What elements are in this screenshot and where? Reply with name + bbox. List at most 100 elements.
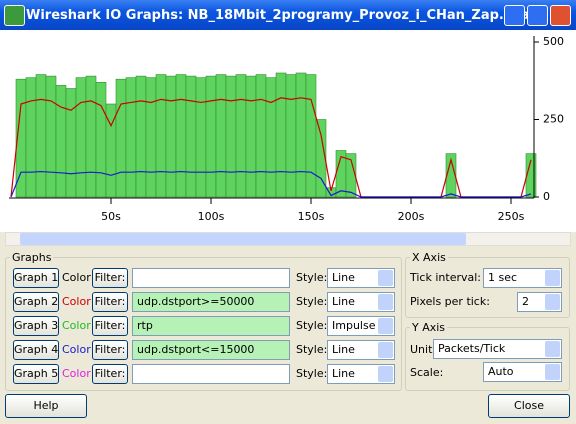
close-button[interactable]: Close xyxy=(488,394,570,418)
graphs-group xyxy=(5,257,402,391)
color-label[interactable]: Color xyxy=(62,295,91,308)
io-chart: 0 250 500 50s 100s 150s 200s 250s xyxy=(0,30,576,232)
impulse-bar xyxy=(135,75,147,198)
series-line xyxy=(10,97,532,198)
impulse-bar xyxy=(55,85,67,198)
pixels-select[interactable]: 2 xyxy=(517,292,562,312)
impulse-bar xyxy=(295,72,307,198)
graph-button[interactable]: Graph 4 xyxy=(13,340,59,360)
series-line xyxy=(10,170,532,198)
impulse-bar xyxy=(215,74,227,198)
tick-interval-select[interactable]: 1 sec xyxy=(483,268,562,288)
impulse-bar xyxy=(95,81,107,198)
dropdown-arrow[interactable] xyxy=(378,294,393,310)
style-select[interactable]: Line xyxy=(327,364,395,384)
field-label: Unit: xyxy=(410,343,437,356)
filter-field[interactable] xyxy=(132,268,290,288)
impulse-bar xyxy=(245,75,257,198)
impulse-bar xyxy=(445,153,457,198)
color-label[interactable]: Color xyxy=(62,367,91,380)
impulse-bar xyxy=(75,77,87,198)
impulse-bar xyxy=(115,78,127,198)
impulse-bar xyxy=(205,75,217,198)
x-tick-label: 200s xyxy=(398,210,425,223)
scroll-thumb[interactable] xyxy=(20,233,466,245)
graph-button[interactable]: Graph 1 xyxy=(13,268,59,288)
app-icon xyxy=(4,5,25,26)
filter-button[interactable]: Filter: xyxy=(92,268,128,288)
impulse-bar xyxy=(165,75,177,198)
style-select[interactable]: Line xyxy=(327,340,395,360)
impulse-bar xyxy=(525,153,537,198)
impulse-bar xyxy=(315,119,327,198)
filter-field[interactable] xyxy=(132,364,290,384)
maximize-button[interactable] xyxy=(527,5,548,26)
y-tick-label: 0 xyxy=(543,190,550,203)
impulse-bar xyxy=(35,74,47,198)
impulse-bar xyxy=(175,74,187,198)
field-label: Pixels per tick: xyxy=(410,295,490,308)
field-label: Tick interval: xyxy=(410,271,481,284)
group-title: Graphs xyxy=(10,251,54,264)
impulse-bar xyxy=(265,77,277,198)
style-label: Style: xyxy=(296,319,328,332)
minimize-button[interactable] xyxy=(504,5,525,26)
style-select[interactable]: Impulse xyxy=(327,316,395,336)
impulse-bar xyxy=(235,74,247,198)
impulse-bar xyxy=(195,77,207,198)
scale-select[interactable]: Auto xyxy=(483,362,562,382)
dropdown-arrow[interactable] xyxy=(545,270,560,286)
dropdown-arrow[interactable] xyxy=(378,342,393,358)
filter-button[interactable]: Filter: xyxy=(92,316,128,336)
x-tick-label: 150s xyxy=(298,210,325,223)
close-window-button[interactable] xyxy=(550,5,571,26)
impulse-bar xyxy=(45,75,57,198)
help-button[interactable]: Help xyxy=(5,394,87,418)
impulse-bar xyxy=(155,74,167,198)
dropdown-arrow[interactable] xyxy=(378,318,393,334)
color-label[interactable]: Color xyxy=(62,271,91,284)
style-select[interactable]: Line xyxy=(327,292,395,312)
dropdown-arrow[interactable] xyxy=(378,366,393,382)
impulse-bar xyxy=(285,74,297,198)
style-label: Style: xyxy=(296,271,328,284)
y-tick-label: 500 xyxy=(543,35,564,48)
field-label: Scale: xyxy=(410,366,444,379)
style-label: Style: xyxy=(296,343,328,356)
window-title: Wireshark IO Graphs: NB_18Mbit_2programy… xyxy=(26,8,539,23)
group-title: Y Axis xyxy=(410,321,448,334)
impulse-bar xyxy=(125,77,137,198)
graph-button[interactable]: Graph 3 xyxy=(13,316,59,336)
graph-button[interactable]: Graph 5 xyxy=(13,364,59,384)
style-label: Style: xyxy=(296,367,328,380)
x-tick-label: 50s xyxy=(101,210,121,223)
impulse-bar xyxy=(185,75,197,198)
color-label[interactable]: Color xyxy=(62,319,91,332)
impulse-bar xyxy=(255,74,267,198)
dropdown-arrow[interactable] xyxy=(378,270,393,286)
filter-field[interactable]: rtp xyxy=(132,316,290,336)
filter-button[interactable]: Filter: xyxy=(92,292,128,312)
impulse-bar xyxy=(275,72,287,198)
y-tick-label: 250 xyxy=(543,113,564,126)
x-tick-label: 100s xyxy=(198,210,225,223)
impulse-bar xyxy=(65,88,77,198)
filter-button[interactable]: Filter: xyxy=(92,364,128,384)
impulse-bar xyxy=(345,153,357,198)
impulse-bar xyxy=(145,77,157,198)
color-label[interactable]: Color xyxy=(62,343,91,356)
scrollbar[interactable] xyxy=(5,232,571,246)
filter-button[interactable]: Filter: xyxy=(92,340,128,360)
graph-button[interactable]: Graph 2 xyxy=(13,292,59,312)
unit-select[interactable]: Packets/Tick xyxy=(433,339,562,359)
style-select[interactable]: Line xyxy=(327,268,395,288)
impulse-bar xyxy=(25,77,37,198)
dropdown-arrow[interactable] xyxy=(545,294,560,310)
dropdown-arrow[interactable] xyxy=(545,341,560,357)
impulse-bar xyxy=(305,74,317,198)
filter-field[interactable]: udp.dstport>=50000 xyxy=(132,292,290,312)
filter-field[interactable]: udp.dstport<=15000 xyxy=(132,340,290,360)
style-label: Style: xyxy=(296,295,328,308)
impulse-bar xyxy=(85,75,97,198)
dropdown-arrow[interactable] xyxy=(545,364,560,380)
